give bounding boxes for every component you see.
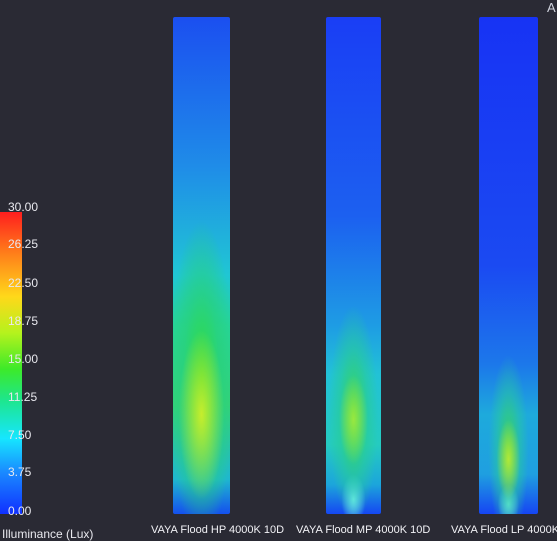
panel-label-lp: VAYA Flood LP 4000K 10D [451, 524, 557, 536]
scale-tick-18: 18.75 [8, 314, 39, 328]
corner-mark: A [547, 0, 556, 15]
panel-label-hp: VAYA Flood HP 4000K 10D [151, 524, 285, 536]
scale-tick-22: 22.50 [8, 276, 39, 290]
scale-tick-3: 3.75 [8, 465, 32, 479]
scale-tick-11: 11.25 [8, 390, 38, 404]
scale-tick-26: 26.25 [8, 237, 39, 251]
illuminance-panel-hp [173, 17, 230, 514]
scale-tick-30: 30.00 [8, 200, 39, 214]
color-scale-bar [0, 212, 22, 514]
illuminance-panel-lp [479, 17, 538, 514]
scale-tick-15: 15.00 [8, 352, 39, 366]
scale-tick-7: 7.50 [8, 428, 32, 442]
panel-label-mp: VAYA Flood MP 4000K 10D [296, 524, 431, 536]
scale-tick-0: 0.00 [8, 504, 32, 518]
illuminance-panel-mp [326, 17, 381, 514]
scale-title: Illuminance (Lux) [2, 527, 94, 541]
